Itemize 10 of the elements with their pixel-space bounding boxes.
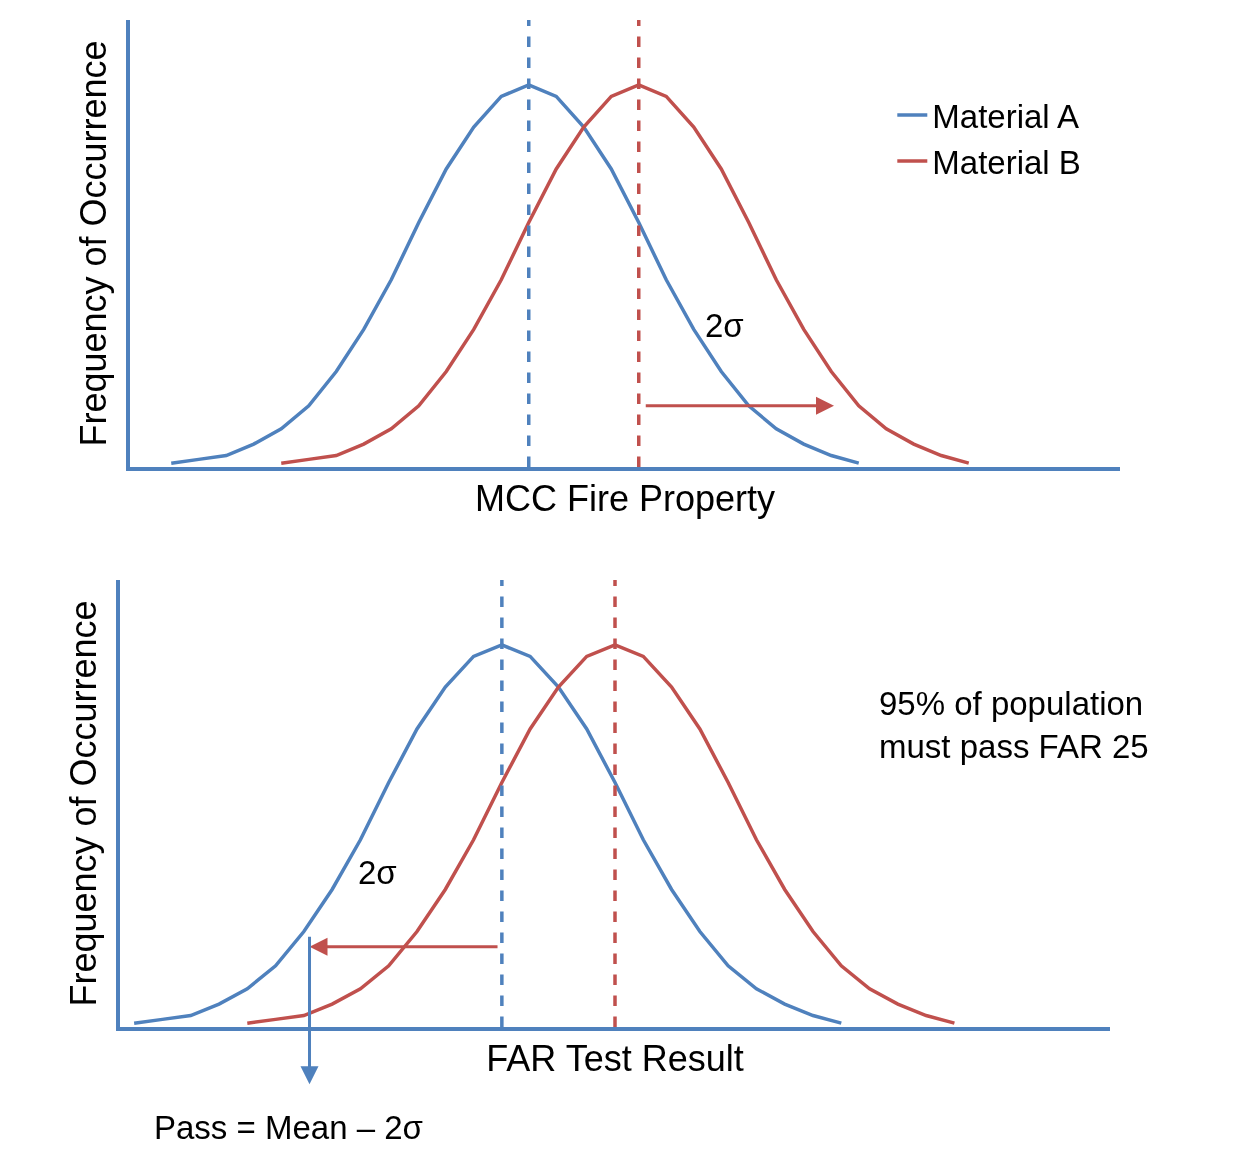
annotation: 2σ — [705, 307, 744, 344]
legend-label: Material B — [932, 143, 1081, 181]
y-axis-title: Frequency of Occurrence — [72, 40, 114, 447]
x-axis-title: FAR Test Result — [486, 1038, 744, 1080]
annotation: 95% of population must pass FAR 25 — [879, 685, 1149, 765]
y-axis-title: Frequency of Occurrence — [62, 600, 104, 1007]
legend-label: Material A — [932, 97, 1080, 135]
x-axis-title: MCC Fire Property — [474, 478, 776, 520]
annotation: 2σ — [358, 854, 397, 891]
text: Pass = Mean – 2σ — [154, 1109, 423, 1146]
